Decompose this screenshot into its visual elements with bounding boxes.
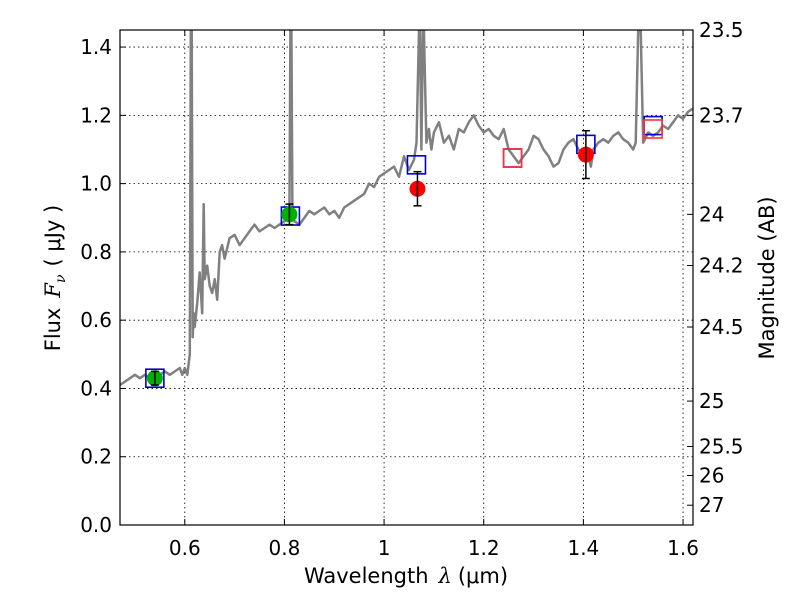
plot-frame [119,29,694,526]
y-tick-label: 1.2 [80,103,112,127]
model-box-marker [145,368,165,389]
plot-background [120,30,693,525]
x-axis-label-text: Wavelength [304,564,429,588]
data-layer [120,30,693,389]
x-axis-label-unit: (μm) [458,564,508,588]
y-tick-label: 0.4 [80,376,112,400]
y2-tick-label: 24.2 [699,254,744,278]
y2-tick-label: 23.7 [699,103,744,127]
pink-box-marker [643,119,663,139]
x-axis-label: Wavelength λ (μm) [304,564,508,588]
y2-tick-label: 24 [699,202,724,226]
y-axis-label: Flux Fν ( μJy ) [41,205,69,351]
y-tick-label: 0.8 [80,240,112,264]
model-box-marker [406,155,427,175]
y2-tick-label: 24.5 [699,315,744,339]
x-tick-label: 1 [378,536,391,560]
y-tick-label: 0.6 [80,308,112,332]
y-axis-label-unit: ( μJy ) [41,205,65,267]
y2-tick-label: 26 [699,464,724,488]
pink-box-marker [502,148,523,168]
y2-tick-label: 27 [699,493,724,517]
grid [120,30,693,526]
x-tick-label: 1.2 [468,536,500,560]
x-tick-label: 0.6 [169,536,201,560]
y-tick-label: 1.0 [80,172,112,196]
x-tick-label: 1.4 [567,536,599,560]
y-tick-label: 0.2 [80,445,112,469]
y-axis-label-text: Flux [41,308,65,352]
y-axis-label-subscript: ν [53,274,69,283]
y-tick-label: 1.4 [80,35,112,59]
x-tick-label: 1.6 [667,536,699,560]
y2-tick-label: 25 [699,389,724,413]
y-tick-label: 0.0 [80,513,112,537]
y2-tick-label: 25.5 [699,434,744,458]
y-axis-label-symbol: F [41,282,65,299]
y2-axis-label: Magnitude (AB) [755,196,779,359]
x-axis-label-symbol: λ [438,564,452,588]
x-tick-label: 0.8 [269,536,301,560]
y2-tick-label: 23.5 [699,18,744,42]
ticks: 0.6 0.8 1 1.2 1.4 1.6 0.0 0.2 0.4 0.6 0.8 1.0 1.2 1.4… [80,18,743,560]
